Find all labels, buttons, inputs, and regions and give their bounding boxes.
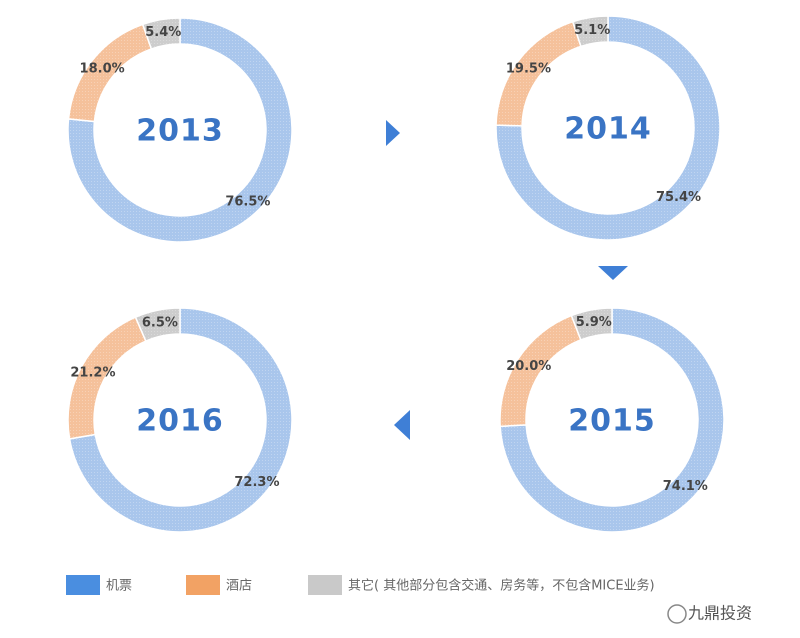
value-label: 76.5% <box>225 195 270 210</box>
value-label: 74.1% <box>663 479 708 494</box>
donut-title: 2016 <box>136 404 224 439</box>
legend-swatch <box>308 575 342 595</box>
segment-texture <box>500 315 581 427</box>
segment-texture <box>571 308 612 340</box>
segment-texture <box>496 21 581 126</box>
arrow-down <box>598 266 628 280</box>
arrow-right <box>386 120 400 146</box>
segment-texture <box>572 16 608 47</box>
value-label: 18.0% <box>80 61 125 76</box>
segment-texture <box>68 317 146 439</box>
value-label: 19.5% <box>506 62 551 77</box>
value-label: 21.2% <box>70 365 115 380</box>
donut-title: 2013 <box>136 114 224 149</box>
value-label: 72.3% <box>234 475 279 490</box>
legend-label: 其它( 其他部分包含交通、房务等，不包含MICE业务) <box>348 578 655 594</box>
value-label: 20.0% <box>506 359 551 374</box>
value-label: 75.4% <box>656 190 701 205</box>
value-label: 5.9% <box>576 315 612 330</box>
value-label: 5.1% <box>574 23 610 38</box>
legend-label: 机票 <box>106 579 132 594</box>
value-label: 5.4% <box>145 25 181 40</box>
legend-swatch <box>66 575 100 595</box>
legend-swatch <box>186 575 220 595</box>
segment-texture <box>142 18 180 49</box>
segment-texture <box>68 24 152 122</box>
arrow-left <box>394 410 410 440</box>
watermark-icon <box>667 604 687 624</box>
watermark: 九鼎投资 <box>688 604 752 623</box>
donut-title: 2014 <box>564 112 652 147</box>
donut-title: 2015 <box>568 404 656 439</box>
legend-label: 酒店 <box>226 579 252 594</box>
value-label: 6.5% <box>142 316 178 331</box>
segment-texture <box>135 308 180 342</box>
